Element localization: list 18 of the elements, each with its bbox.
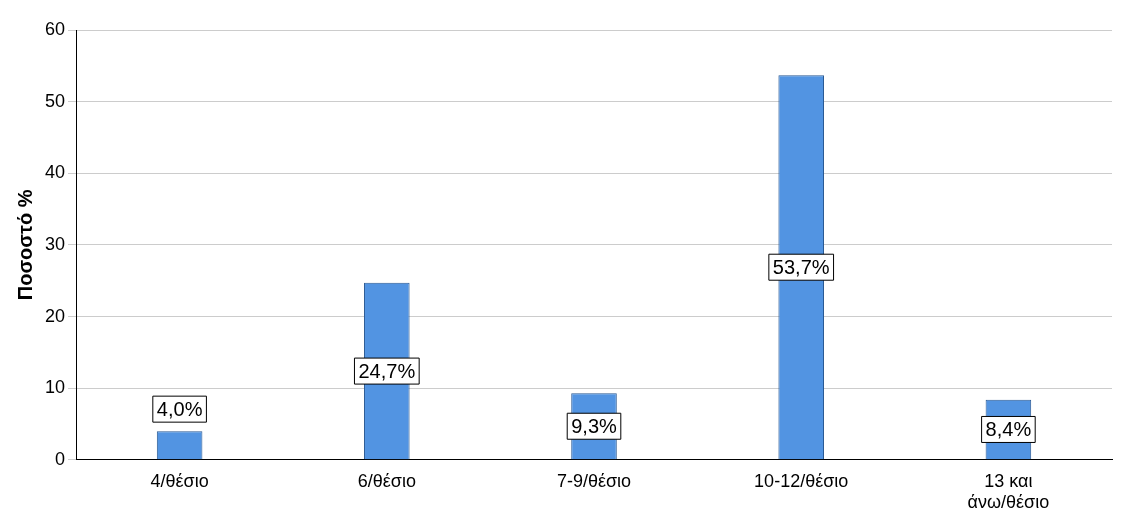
y-tick-label: 10 xyxy=(44,377,66,398)
data-label: 53,7% xyxy=(772,255,830,278)
y-tick-label: 50 xyxy=(44,90,66,111)
y-tick-label: 60 xyxy=(44,18,66,39)
y-tick-label: 0 xyxy=(55,448,66,469)
x-tick-label: 4/θέσιο xyxy=(150,470,209,491)
y-tick-label: 30 xyxy=(44,233,66,254)
data-label: 9,3% xyxy=(571,414,618,437)
x-tick-label: 7-9/θέσιο xyxy=(556,470,632,491)
y-tick-label: 40 xyxy=(44,162,66,183)
data-label: 24,7% xyxy=(358,359,416,382)
y-axis-title: Ποσοστό % xyxy=(13,189,36,301)
x-tick-label: 10-12/θέσιο xyxy=(754,470,849,491)
data-label: 8,4% xyxy=(985,417,1032,440)
x-tick-label: 13 και άνω/θέσιο xyxy=(967,470,1050,513)
y-tick-label: 20 xyxy=(44,305,66,326)
data-label: 4,0% xyxy=(156,397,203,420)
x-tick-label: 6/θέσιο xyxy=(357,470,416,491)
